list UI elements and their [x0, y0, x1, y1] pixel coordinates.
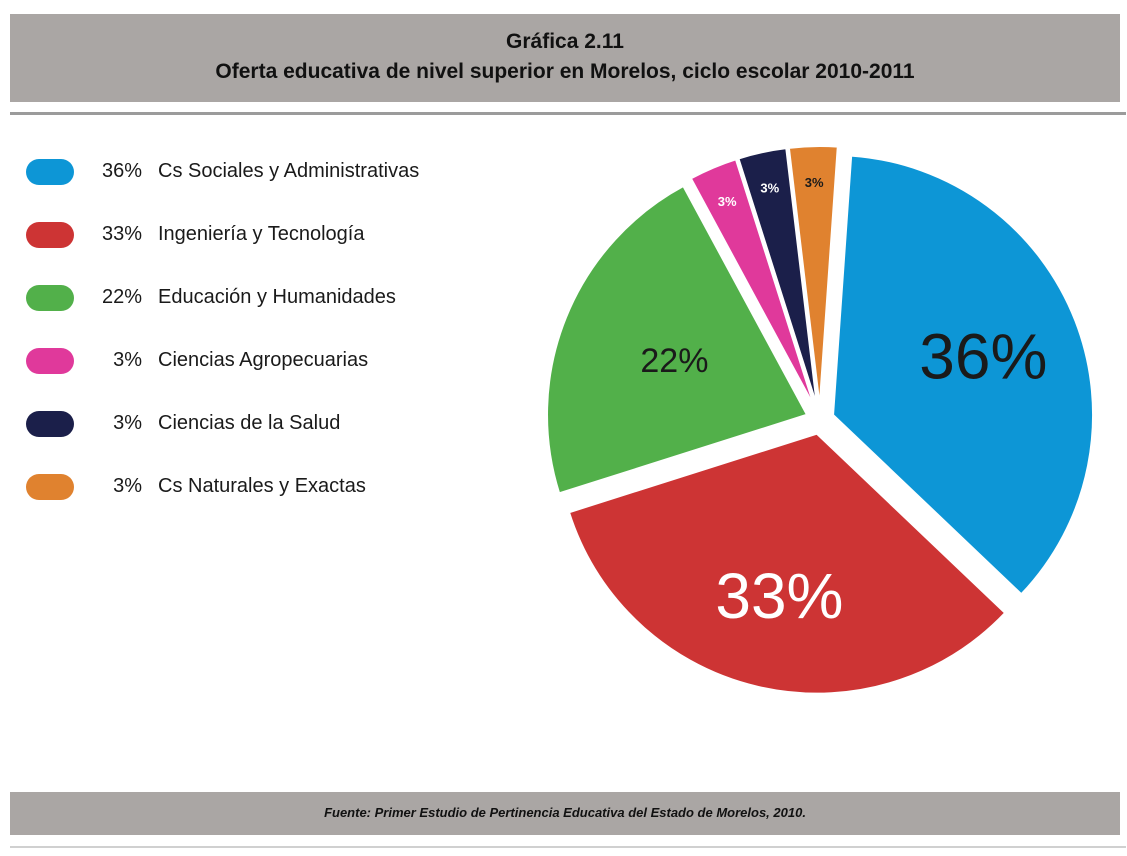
- legend-label: Ingeniería y Tecnología: [158, 223, 365, 245]
- pie-data-label: 22%: [640, 342, 708, 380]
- legend-label: Ciencias de la Salud: [158, 412, 341, 434]
- chart-title-number: Gráfica 2.11: [506, 30, 624, 53]
- source-note: Fuente: Primer Estudio de Pertinencia Ed…: [324, 805, 806, 820]
- pie-slice: [689, 158, 816, 408]
- pie-data-label: 33%: [715, 560, 843, 632]
- legend-swatch: [26, 285, 74, 311]
- legend-label: Ciencias Agropecuarias: [158, 349, 369, 371]
- legend-percent: 33%: [101, 223, 142, 245]
- legend-percent: 3%: [113, 412, 142, 434]
- legend-item: 22% Educación y Humanidades: [26, 282, 526, 312]
- legend-swatch: [26, 411, 74, 437]
- source-footer: Fuente: Primer Estudio de Pertinencia Ed…: [10, 792, 1120, 835]
- legend-item: 33% Ingeniería y Tecnología: [26, 219, 526, 249]
- bottom-divider: [10, 846, 1126, 848]
- legend-label: Educación y Humanidades: [158, 286, 396, 308]
- legend-percent: 22%: [101, 286, 142, 308]
- legend-swatch: [26, 348, 74, 374]
- legend-label: Cs Sociales y Administrativas: [158, 160, 420, 182]
- legend-swatch: [26, 474, 74, 500]
- pie-data-label: 3%: [760, 180, 779, 195]
- pie-data-label: 36%: [919, 321, 1047, 393]
- pie-slice: [787, 145, 839, 407]
- title-divider: [10, 112, 1126, 115]
- legend-percent: 36%: [101, 160, 142, 182]
- pie-data-label: 3%: [718, 194, 737, 209]
- chart-title-box: Gráfica 2.11 Oferta educativa de nivel s…: [10, 14, 1120, 102]
- legend-item: 3% Cs Naturales y Exactas: [26, 471, 526, 501]
- pie-slice: [567, 432, 1007, 695]
- legend-item: 36% Cs Sociales y Administrativas: [26, 156, 526, 186]
- chart-title: Oferta educativa de nivel superior en Mo…: [215, 60, 915, 83]
- legend-swatch: [26, 222, 74, 248]
- pie-data-label: 3%: [805, 175, 824, 190]
- legend-percent: 3%: [113, 349, 142, 371]
- legend-item: 3% Ciencias Agropecuarias: [26, 345, 526, 375]
- pie-slice: [737, 147, 819, 407]
- pie-chart: 36% 33% 22% 3% 3% 3%: [546, 145, 1095, 695]
- pie-slice: [832, 154, 1095, 596]
- legend-percent: 3%: [113, 475, 142, 497]
- legend-item: 3% Ciencias de la Salud: [26, 408, 526, 438]
- pie-slice: [546, 184, 809, 495]
- legend-label: Cs Naturales y Exactas: [158, 475, 366, 497]
- legend-swatch: [26, 159, 74, 185]
